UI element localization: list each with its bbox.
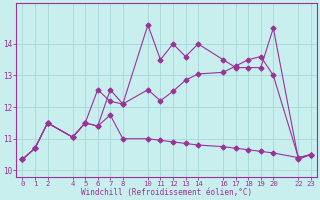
X-axis label: Windchill (Refroidissement éolien,°C): Windchill (Refroidissement éolien,°C)	[81, 188, 252, 197]
